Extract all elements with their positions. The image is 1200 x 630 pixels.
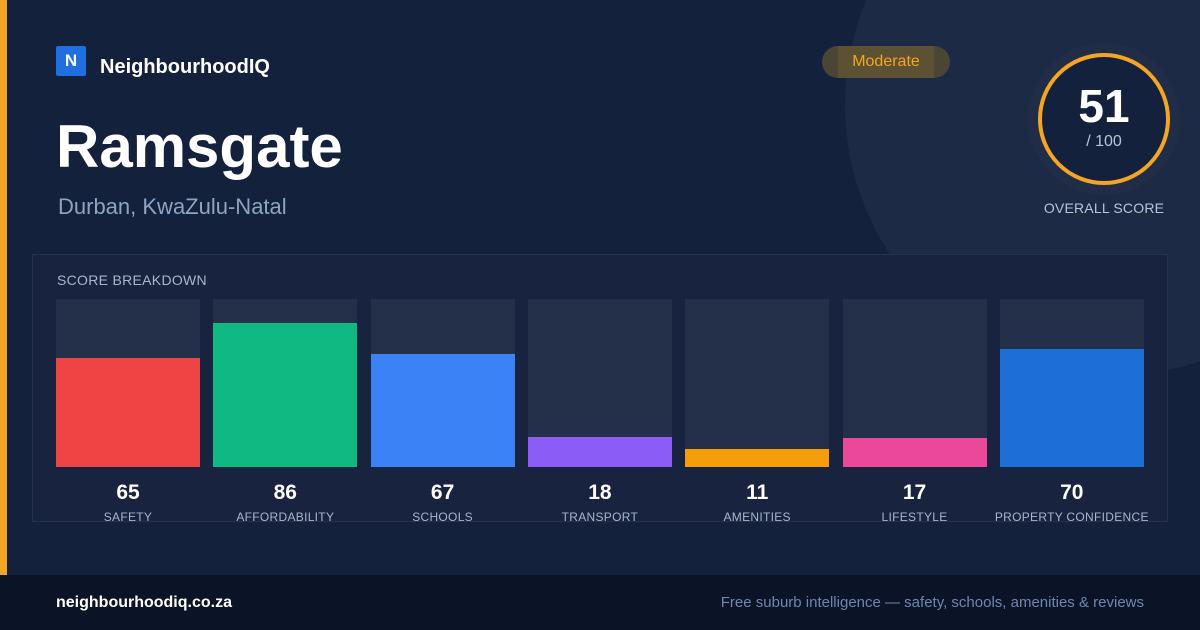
overall-score-ring [1038, 53, 1170, 185]
bar-fill [527, 437, 672, 467]
bar-track [527, 299, 672, 467]
bar-label: AMENITIES [723, 510, 791, 524]
overall-score-value: 51 [1078, 80, 1130, 132]
score-bar-amenities: 11 AMENITIES [685, 299, 830, 524]
rating-badge: Moderate [822, 46, 950, 78]
bar-track [685, 299, 830, 467]
score-bar-transport: 18 TRANSPORT [527, 299, 672, 524]
bar-label: LIFESTYLE [881, 510, 948, 524]
bar-value: 70 [1060, 481, 1084, 504]
bar-fill [842, 438, 987, 467]
bar-value: 86 [273, 481, 297, 504]
rating-badge-label: Moderate [852, 53, 920, 70]
brand-name: NeighbourhoodIQ [100, 56, 270, 78]
bar-track [56, 299, 200, 467]
bar-track [842, 299, 987, 467]
score-breakdown-title: SCORE BREAKDOWN [57, 272, 207, 288]
suburb-title: Ramsgate [56, 113, 343, 180]
bar-label: TRANSPORT [561, 510, 639, 524]
overall-score-label: OVERALL SCORE [1043, 200, 1165, 216]
bar-value: 11 [746, 481, 769, 504]
bar-value: 17 [902, 481, 927, 504]
score-bar-safety: 65 SAFETY [56, 299, 200, 524]
bar-value: 65 [116, 481, 140, 504]
brand-logo-icon: N [56, 46, 86, 76]
bar-track [999, 299, 1144, 467]
overall-score-max: / 100 [1086, 133, 1122, 150]
footer-tagline: Free suburb intelligence — safety, schoo… [720, 594, 1144, 611]
overall-score-gauge: 51 / 100 [1028, 43, 1180, 195]
score-bar-affordability: 86 AFFORDABILITY [213, 299, 358, 524]
footer-domain: neighbourhoodiq.co.za [56, 594, 232, 611]
score-bar-property-confidence: 70 PROPERTY CONFIDENCE [995, 299, 1148, 524]
bar-fill [685, 449, 830, 467]
bar-fill [370, 354, 515, 467]
bar-value: 18 [588, 481, 612, 504]
footer: neighbourhoodiq.co.za Free suburb intell… [0, 575, 1200, 630]
bar-fill [56, 358, 200, 467]
bar-label: AFFORDABILITY [236, 510, 335, 524]
bar-fill [213, 323, 358, 467]
bar-label: PROPERTY CONFIDENCE [994, 510, 1149, 524]
brand-logo-letter: N [64, 51, 78, 70]
bar-label: SAFETY [103, 510, 153, 524]
bar-label: SCHOOLS [412, 510, 473, 524]
bar-track [213, 299, 358, 467]
bar-track [370, 299, 515, 467]
score-bar-schools: 67 SCHOOLS [370, 299, 515, 524]
suburb-location: Durban, KwaZulu-Natal [58, 194, 287, 219]
score-breakdown-panel: SCORE BREAKDOWN 65 SAFETY 86 AFFORDABILITY 6… [32, 254, 1168, 524]
bar-fill [999, 349, 1144, 467]
bar-value: 67 [430, 481, 455, 504]
score-bar-lifestyle: 17 LIFESTYLE [842, 299, 987, 524]
share-card: N NeighbourhoodIQ Ramsgate Durban, KwaZu… [0, 0, 1180, 575]
accent-strip [0, 0, 7, 575]
